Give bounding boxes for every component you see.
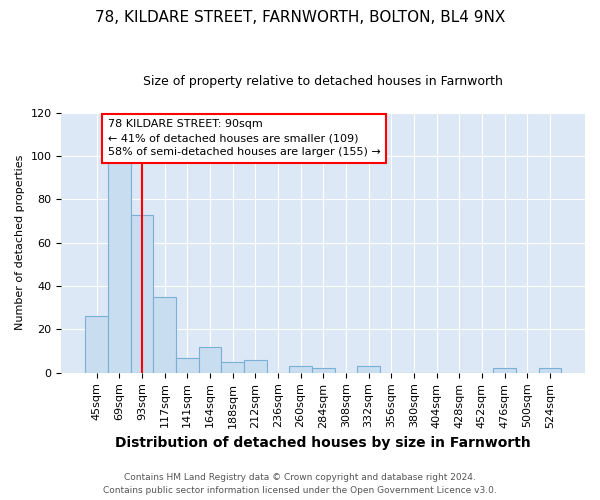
Bar	[131, 214, 153, 373]
Y-axis label: Number of detached properties: Number of detached properties	[15, 155, 25, 330]
X-axis label: Distribution of detached houses by size in Farnworth: Distribution of detached houses by size …	[115, 436, 531, 450]
Bar	[176, 358, 199, 373]
Text: 78, KILDARE STREET, FARNWORTH, BOLTON, BL4 9NX: 78, KILDARE STREET, FARNWORTH, BOLTON, B…	[95, 10, 505, 25]
Bar	[108, 150, 131, 373]
Bar	[493, 368, 516, 373]
Bar	[539, 368, 561, 373]
Bar	[312, 368, 335, 373]
Bar	[357, 366, 380, 373]
Bar	[153, 297, 176, 373]
Title: Size of property relative to detached houses in Farnworth: Size of property relative to detached ho…	[143, 75, 503, 88]
Text: 78 KILDARE STREET: 90sqm
← 41% of detached houses are smaller (109)
58% of semi-: 78 KILDARE STREET: 90sqm ← 41% of detach…	[108, 120, 380, 158]
Bar	[244, 360, 266, 373]
Bar	[289, 366, 312, 373]
Bar	[85, 316, 108, 373]
Text: Contains HM Land Registry data © Crown copyright and database right 2024.
Contai: Contains HM Land Registry data © Crown c…	[103, 473, 497, 495]
Bar	[199, 347, 221, 373]
Bar	[221, 362, 244, 373]
